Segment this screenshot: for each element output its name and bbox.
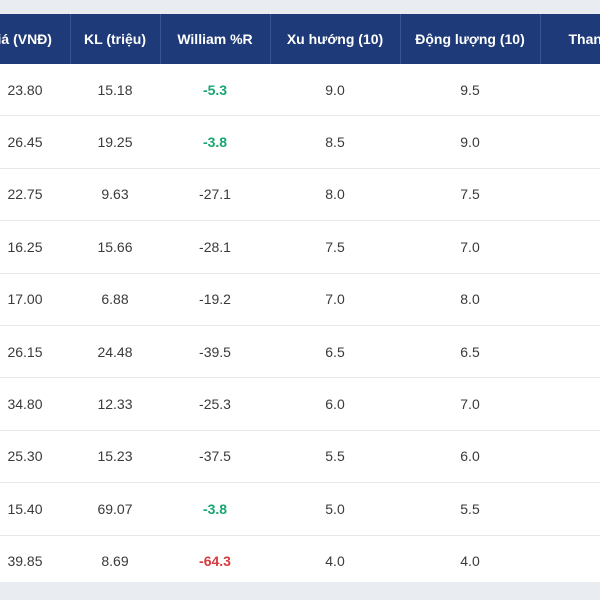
williams-r-cell: -37.5 (160, 430, 270, 484)
volume-cell: 15.66 (70, 220, 160, 274)
bottom-scroll-area (0, 582, 600, 600)
trend-score-cell: 8.0 (270, 168, 400, 222)
table-row[interactable]: 17.00 6.88 -19.2 7.0 8.0 (0, 273, 600, 326)
stock-ranking-table-container: iá (VNĐ) KL (triệu) William %R Xu hướng … (0, 14, 600, 582)
williams-r-cell: -25.3 (160, 377, 270, 431)
liquidity-cell (540, 535, 600, 582)
liquidity-cell (540, 325, 600, 379)
trend-score-cell: 8.5 (270, 115, 400, 169)
trend-score-cell: 5.5 (270, 430, 400, 484)
momentum-score-cell: 9.5 (400, 64, 540, 117)
table-row[interactable]: 26.45 19.25 -3.8 8.5 9.0 (0, 115, 600, 169)
trend-score-cell: 9.0 (270, 64, 400, 117)
momentum-score-cell: 9.0 (400, 115, 540, 169)
column-header-volume[interactable]: KL (triệu) (70, 14, 161, 64)
price-cell: 26.15 (0, 325, 70, 379)
williams-r-cell: -3.8 (160, 115, 270, 169)
table-row[interactable]: 34.80 12.33 -25.3 6.0 7.0 (0, 377, 600, 431)
table-row[interactable]: 26.15 24.48 -39.5 6.5 6.5 (0, 325, 600, 379)
table-row[interactable]: 22.75 9.63 -27.1 8.0 7.5 (0, 168, 600, 222)
trend-score-cell: 4.0 (325, 553, 345, 570)
column-header-trend[interactable]: Xu hướng (10) (270, 14, 401, 64)
momentum-score-cell: 6.0 (400, 430, 540, 484)
momentum-score-cell: 4.0 (460, 553, 480, 570)
table-row[interactable]: 15.40 69.07 -3.8 5.0 5.5 (0, 482, 600, 536)
liquidity-cell (540, 482, 600, 536)
table-row[interactable]: 25.30 15.23 -37.5 5.5 6.0 (0, 430, 600, 484)
volume-cell: 69.07 (70, 482, 160, 536)
column-header-momentum[interactable]: Động lượng (10) (400, 14, 541, 64)
price-cell: 17.00 (0, 273, 70, 326)
liquidity-cell (540, 220, 600, 274)
momentum-score-cell: 7.0 (400, 377, 540, 431)
momentum-score-cell: 6.5 (400, 325, 540, 379)
volume-cell: 15.23 (70, 430, 160, 484)
trend-score-cell: 6.5 (270, 325, 400, 379)
table-body: 23.80 15.18 -5.3 9.0 9.5 26.45 19.25 -3.8 8.5 9.0… (0, 64, 600, 582)
table-row[interactable]: 16.25 15.66 -28.1 7.5 7.0 (0, 220, 600, 274)
liquidity-cell (540, 273, 600, 326)
price-cell: 39.85 (7, 553, 43, 570)
volume-cell: 12.33 (70, 377, 160, 431)
column-header-liquidity[interactable]: Thanh (540, 14, 600, 64)
price-cell: 22.75 (0, 168, 70, 222)
price-cell: 26.45 (0, 115, 70, 169)
price-cell: 23.80 (0, 64, 70, 117)
volume-cell: 9.63 (70, 168, 160, 222)
williams-r-cell: -19.2 (160, 273, 270, 326)
price-cell: 34.80 (0, 377, 70, 431)
volume-cell: 8.69 (101, 553, 129, 570)
williams-r-cell: -64.3 (199, 553, 231, 570)
stock-ranking-table: iá (VNĐ) KL (triệu) William %R Xu hướng … (0, 14, 600, 582)
column-header-price[interactable]: iá (VNĐ) (0, 14, 71, 64)
williams-r-cell: -3.8 (160, 482, 270, 536)
table-header: iá (VNĐ) KL (triệu) William %R Xu hướng … (0, 14, 600, 64)
trend-score-cell: 7.5 (270, 220, 400, 274)
price-cell: 15.40 (0, 482, 70, 536)
liquidity-cell (540, 115, 600, 169)
trend-score-cell: 6.0 (270, 377, 400, 431)
momentum-score-cell: 7.5 (400, 168, 540, 222)
liquidity-cell (540, 168, 600, 222)
volume-cell: 24.48 (70, 325, 160, 379)
momentum-score-cell: 7.0 (400, 220, 540, 274)
volume-cell: 19.25 (70, 115, 160, 169)
column-header-williams-r[interactable]: William %R (160, 14, 271, 64)
momentum-score-cell: 8.0 (400, 273, 540, 326)
price-cell: 25.30 (0, 430, 70, 484)
liquidity-cell (540, 64, 600, 117)
header-row: iá (VNĐ) KL (triệu) William %R Xu hướng … (0, 14, 600, 64)
volume-cell: 6.88 (70, 273, 160, 326)
price-cell: 16.25 (0, 220, 70, 274)
table-row[interactable]: 39.85 8.69 -64.3 4.0 4.0 (0, 535, 600, 582)
williams-r-cell: -28.1 (160, 220, 270, 274)
williams-r-cell: -27.1 (160, 168, 270, 222)
table-row[interactable]: 23.80 15.18 -5.3 9.0 9.5 (0, 64, 600, 117)
volume-cell: 15.18 (70, 64, 160, 117)
liquidity-cell (540, 430, 600, 484)
liquidity-cell (540, 377, 600, 431)
trend-score-cell: 7.0 (270, 273, 400, 326)
williams-r-cell: -5.3 (160, 64, 270, 117)
williams-r-cell: -39.5 (160, 325, 270, 379)
momentum-score-cell: 5.5 (400, 482, 540, 536)
trend-score-cell: 5.0 (270, 482, 400, 536)
